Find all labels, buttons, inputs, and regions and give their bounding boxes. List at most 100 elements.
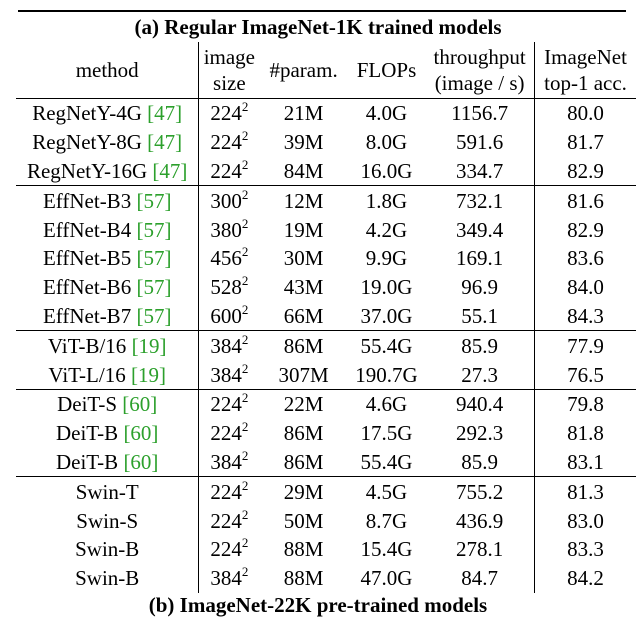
image-size-cell: 2242 <box>198 388 260 419</box>
citation-link[interactable]: [60] <box>122 392 158 417</box>
method-cell: EffNet-B5 [57] <box>42 246 172 271</box>
flops-cell: 37.0G <box>360 303 413 328</box>
image-size-cell: 2242 <box>198 127 260 157</box>
params-cell: 22M <box>259 388 348 419</box>
flops-cell: 4.6G <box>347 388 426 419</box>
header-flops: FLOPs <box>347 42 426 99</box>
results-table: method image size #param. FLOPs throughpu… <box>16 42 636 593</box>
throughput-cell: 85.9 <box>425 330 535 361</box>
citation-link[interactable]: [19] <box>130 362 166 387</box>
params-cell: 84M <box>283 158 324 183</box>
citation-link[interactable]: [57] <box>136 246 172 271</box>
image-size-cell: 2242 <box>198 534 260 564</box>
image-size-cell: 3842 <box>198 563 260 593</box>
params-cell: 29M <box>259 476 348 507</box>
accuracy-cell: 84.3 <box>534 301 636 331</box>
accuracy-cell: 83.1 <box>534 447 636 477</box>
method-cell: EffNet-B7 [57] <box>42 303 172 328</box>
method-cell: Swin-T <box>16 476 199 507</box>
method-cell: EffNet-B6 [57] <box>42 275 172 300</box>
throughput-cell: 55.1 <box>461 303 498 328</box>
image-size-cell: 2242 <box>198 98 260 128</box>
flops-cell: 9.9G <box>365 246 408 271</box>
table-caption: (a) Regular ImageNet-1K trained models <box>134 15 502 39</box>
method-cell: Swin-S <box>76 508 139 533</box>
citation-link[interactable]: [47] <box>147 101 183 126</box>
throughput-cell: 732.1 <box>425 185 535 216</box>
citation-link[interactable]: [60] <box>123 421 159 446</box>
table-row: EffNet-B5 [57] 4562 30M 9.9G 169.1 83.6 <box>16 243 636 273</box>
params-cell: 50M <box>283 508 324 533</box>
throughput-cell: 84.7 <box>461 566 498 591</box>
next-table-caption: (b) ImageNet-22K pre-trained models <box>148 593 488 617</box>
image-size-cell: 2242 <box>198 156 260 186</box>
accuracy-cell: 80.0 <box>534 98 636 128</box>
table-row: Swin-T 2242 29M 4.5G 755.2 81.3 <box>16 476 636 507</box>
method-cell: Swin-B <box>75 566 140 591</box>
header-method: method <box>16 42 199 99</box>
method-cell: ViT-L/16 [19] <box>48 362 166 387</box>
citation-link[interactable]: [60] <box>123 449 159 474</box>
accuracy-cell: 77.9 <box>534 330 636 361</box>
image-size-cell: 2242 <box>198 476 260 507</box>
citation-link[interactable]: [57] <box>136 217 172 242</box>
flops-cell: 4.0G <box>365 101 408 126</box>
flops-cell: 55.4G <box>347 330 426 361</box>
header-params: #param. <box>259 42 348 99</box>
table-row: ViT-B/16 [19] 3842 86M 55.4G 85.9 77.9 <box>16 330 636 361</box>
accuracy-cell: 76.5 <box>534 360 636 390</box>
table-row: Swin-B 3842 88M 47.0G 84.7 84.2 <box>16 563 636 593</box>
method-cell: EffNet-B3 [57] <box>16 185 199 216</box>
params-cell: 86M <box>259 330 348 361</box>
flops-cell: 47.0G <box>360 566 413 591</box>
citation-link[interactable]: [19] <box>131 333 167 358</box>
params-cell: 88M <box>283 537 324 562</box>
throughput-cell: 755.2 <box>425 476 535 507</box>
accuracy-cell: 84.0 <box>534 272 636 302</box>
table-row: EffNet-B7 [57] 6002 66M 37.0G 55.1 84.3 <box>16 301 636 331</box>
flops-cell: 8.7G <box>365 508 408 533</box>
accuracy-cell: 82.9 <box>534 215 636 244</box>
params-cell: 21M <box>283 101 324 126</box>
throughput-cell: 169.1 <box>455 246 504 271</box>
citation-link[interactable]: [57] <box>136 188 172 213</box>
table-row: RegNetY-16G [47] 2242 84M 16.0G 334.7 82.9 <box>16 156 636 186</box>
method-cell: DeiT-B [60] <box>55 421 159 446</box>
flops-cell: 19.0G <box>360 275 413 300</box>
flops-cell: 4.5G <box>347 476 426 507</box>
image-size-cell: 3802 <box>198 215 260 244</box>
method-cell: RegNetY-16G [47] <box>26 158 188 183</box>
accuracy-cell: 84.2 <box>534 563 636 593</box>
throughput-cell: 292.3 <box>455 421 504 446</box>
table-row: EffNet-B3 [57] 3002 12M 1.8G 732.1 81.6 <box>16 185 636 216</box>
params-cell: 12M <box>259 185 348 216</box>
citation-link[interactable]: [47] <box>147 130 183 155</box>
citation-link[interactable]: [57] <box>136 303 172 328</box>
flops-cell: 55.4G <box>360 449 413 474</box>
accuracy-cell: 81.6 <box>534 185 636 216</box>
accuracy-cell: 79.8 <box>534 388 636 419</box>
image-size-cell: 5282 <box>198 272 260 302</box>
method-cell: EffNet-B4 [57] <box>42 217 172 242</box>
throughput-cell: 436.9 <box>455 508 504 533</box>
table-row: RegNetY-8G [47] 2242 39M 8.0G 591.6 81.7 <box>16 127 636 157</box>
params-cell: 19M <box>283 217 324 242</box>
header-accuracy: ImageNet top-1 acc. <box>534 42 636 99</box>
image-size-cell: 2242 <box>198 506 260 535</box>
table-row: EffNet-B6 [57] 5282 43M 19.0G 96.9 84.0 <box>16 272 636 302</box>
flops-cell: 15.4G <box>360 537 413 562</box>
citation-link[interactable]: [47] <box>152 158 188 183</box>
accuracy-cell: 81.8 <box>534 418 636 448</box>
header-throughput: throughput (image / s) <box>425 42 535 99</box>
method-cell: RegNetY-8G [47] <box>32 130 183 155</box>
throughput-cell: 278.1 <box>455 537 504 562</box>
citation-link[interactable]: [57] <box>136 275 172 300</box>
flops-cell: 8.0G <box>365 130 408 155</box>
throughput-cell: 85.9 <box>461 449 498 474</box>
image-size-cell: 3842 <box>198 330 260 361</box>
throughput-cell: 940.4 <box>425 388 535 419</box>
params-cell: 39M <box>283 130 324 155</box>
throughput-cell: 96.9 <box>461 275 498 300</box>
table-row: Swin-B 2242 88M 15.4G 278.1 83.3 <box>16 534 636 564</box>
flops-cell: 16.0G <box>360 158 413 183</box>
